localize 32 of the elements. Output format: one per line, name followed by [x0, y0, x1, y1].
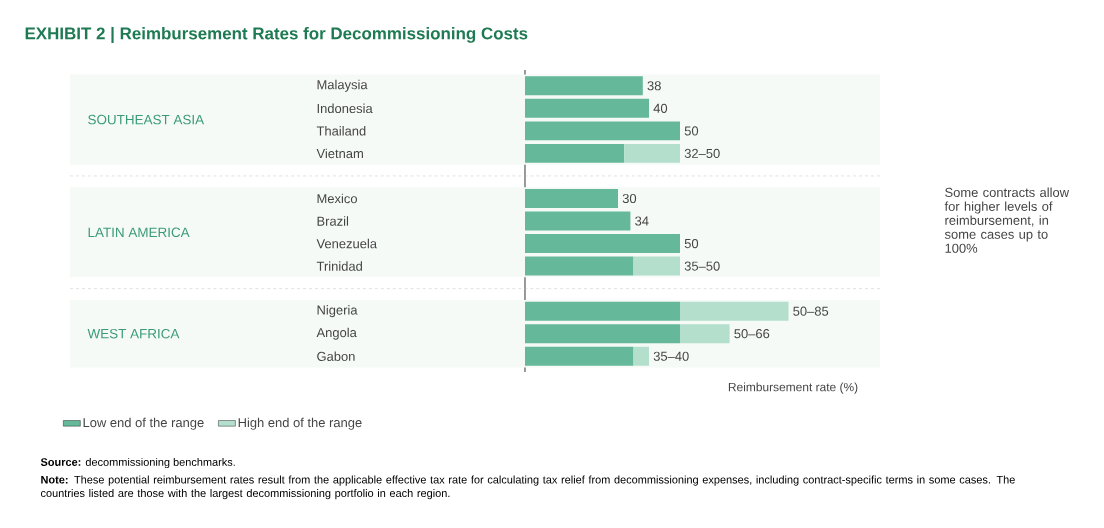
total-label: 35–40 [653, 351, 689, 361]
data-label: 30 [622, 193, 637, 204]
y-tick-label: Mexico [317, 193, 357, 204]
data-label: 50 [684, 238, 699, 249]
text: EXHIBIT 2 | Reimbursement Rates for Decommissioning Costs [25, 26, 528, 44]
text: Source: decommissioning benchmarks. [40, 457, 235, 469]
text: Note: These potential reimbursement rates result from the applicable effective tax rate for calculating tax relief from decommissioning expenses, including contract-specific terms in some cases. The countries listed are those with the largest decommissioning portfolio in each region. [40, 475, 1015, 500]
total-label: 50–66 [734, 329, 770, 339]
band-label: SOUTHEAST ASIA [88, 114, 205, 125]
text: Some contracts allow for higher levels of reimbursement, in some cases up to 100% [944, 187, 1070, 253]
data-label: 50 [684, 126, 699, 136]
y-tick-label: Venezuela [316, 238, 377, 249]
data-label: 38 [647, 81, 661, 91]
data-label: 34 [635, 216, 649, 226]
y-tick-label: Vietnam [316, 148, 363, 159]
y-tick-label: Brazil [317, 216, 349, 226]
y-tick-label: Trinidad [316, 261, 362, 271]
x-axis-title: Reimbursement rate (%) [728, 382, 858, 394]
legend-label: Low end of the range [83, 417, 204, 430]
y-tick-label: Malaysia [317, 79, 368, 92]
total-label: 50–85 [793, 306, 829, 316]
y-tick-label: Indonesia [317, 103, 373, 114]
y-tick-label: Gabon [317, 351, 355, 361]
total-label: 35–50 [684, 261, 720, 271]
total-label: 32–50 [684, 148, 720, 158]
data-label: 40 [653, 103, 668, 113]
y-tick-label: Nigeria [317, 305, 358, 318]
y-tick-label: Angola [316, 327, 357, 340]
band-label: WEST AFRICA [87, 328, 180, 339]
legend-label: High end of the range [238, 417, 362, 430]
band-label: LATIN AMERICA [88, 227, 190, 238]
y-tick-label: Thailand [316, 126, 366, 136]
